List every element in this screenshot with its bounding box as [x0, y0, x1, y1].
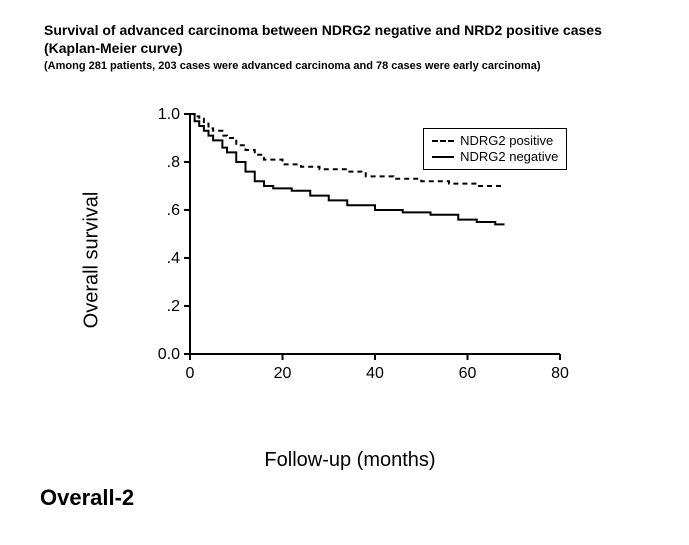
x-tick-label: 20: [274, 365, 292, 382]
x-tick-label: 40: [366, 365, 384, 382]
y-tick-label: .2: [167, 298, 180, 315]
title-line-1: Survival of advanced carcinoma between N…: [44, 22, 644, 40]
y-tick-label: .4: [167, 250, 180, 267]
x-tick-label: 0: [186, 365, 195, 382]
legend-label: NDRG2 positive: [460, 133, 553, 149]
x-axis-label: Follow-up (months): [264, 449, 435, 472]
x-tick-label: 60: [459, 365, 477, 382]
legend-swatch: [432, 156, 454, 158]
y-axis-label: Overall survival: [81, 192, 104, 329]
legend-item: NDRG2 negative: [432, 149, 558, 165]
footer-label: Overall-2: [40, 485, 134, 511]
title-line-2: (Kaplan-Meier curve): [44, 40, 644, 58]
legend-label: NDRG2 negative: [460, 149, 558, 165]
page: Survival of advanced carcinoma between N…: [0, 0, 689, 545]
legend: NDRG2 positiveNDRG2 negative: [423, 128, 567, 169]
y-tick-label: .8: [167, 154, 180, 171]
y-tick-label: 1.0: [158, 106, 180, 123]
legend-item: NDRG2 positive: [432, 133, 558, 149]
legend-swatch: [432, 140, 454, 142]
title-subtitle: (Among 281 patients, 203 cases were adva…: [44, 59, 644, 73]
title-block: Survival of advanced carcinoma between N…: [44, 22, 644, 73]
y-tick-label: .6: [167, 202, 180, 219]
km-chart: 0.0.2.4.6.81.0020406080 Overall survival…: [120, 100, 580, 420]
x-tick-label: 80: [551, 365, 569, 382]
y-tick-label: 0.0: [158, 346, 180, 363]
